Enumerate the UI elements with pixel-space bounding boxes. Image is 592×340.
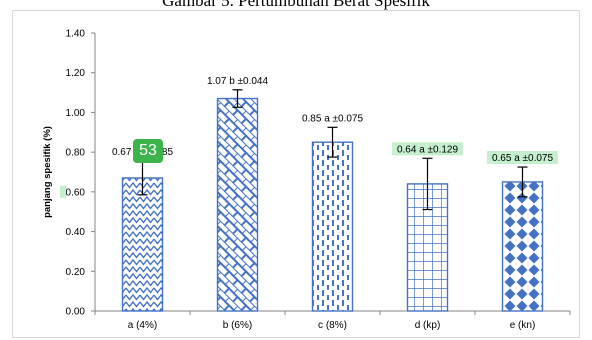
data-label: 0.85 a ±0.075 — [302, 113, 364, 124]
y-tick-label: 1.00 — [66, 108, 86, 119]
figure-caption: Gambar 5. Pertumbuhan Berat Spesifik — [162, 0, 430, 10]
data-label: 0.64 a ±0.129 — [397, 144, 459, 155]
data-label-highlight — [487, 151, 558, 165]
y-tick-label: 1.40 — [66, 29, 86, 40]
x-tick-label: c (8%) — [318, 320, 347, 331]
chart-border — [12, 10, 580, 338]
y-axis-title: panjang spesifik (%) — [42, 126, 53, 218]
plot-area: 0.00 0.20 0.40 0.60 0.80 1.00 1.20 1.40 panjang … — [42, 29, 571, 331]
bar-a[interactable] — [121, 177, 164, 312]
bar-e[interactable] — [501, 181, 544, 312]
tick-highlight — [60, 185, 66, 198]
x-tick-label: d (kp) — [415, 320, 441, 331]
x-tick-label: e (kn) — [510, 320, 536, 331]
y-tick-label: 1.20 — [66, 68, 86, 79]
marker-badge: 53 — [133, 139, 163, 163]
y-tick-label: 0.80 — [66, 148, 86, 159]
bar-c[interactable] — [311, 141, 354, 312]
bar-b[interactable] — [216, 97, 259, 312]
y-tick-label: 0.20 — [66, 267, 86, 278]
x-tick-label: a (4%) — [128, 320, 157, 331]
y-tick-label: 0.60 — [66, 187, 86, 198]
x-tick-label: b (6%) — [223, 320, 252, 331]
data-label: 0.65 a ±0.075 — [492, 153, 554, 164]
y-tick-label: 0.00 — [66, 307, 86, 318]
data-label: 1.07 b ±0.044 — [207, 76, 269, 87]
y-tick-label: 0.40 — [66, 227, 86, 238]
data-label-highlight — [392, 142, 463, 156]
